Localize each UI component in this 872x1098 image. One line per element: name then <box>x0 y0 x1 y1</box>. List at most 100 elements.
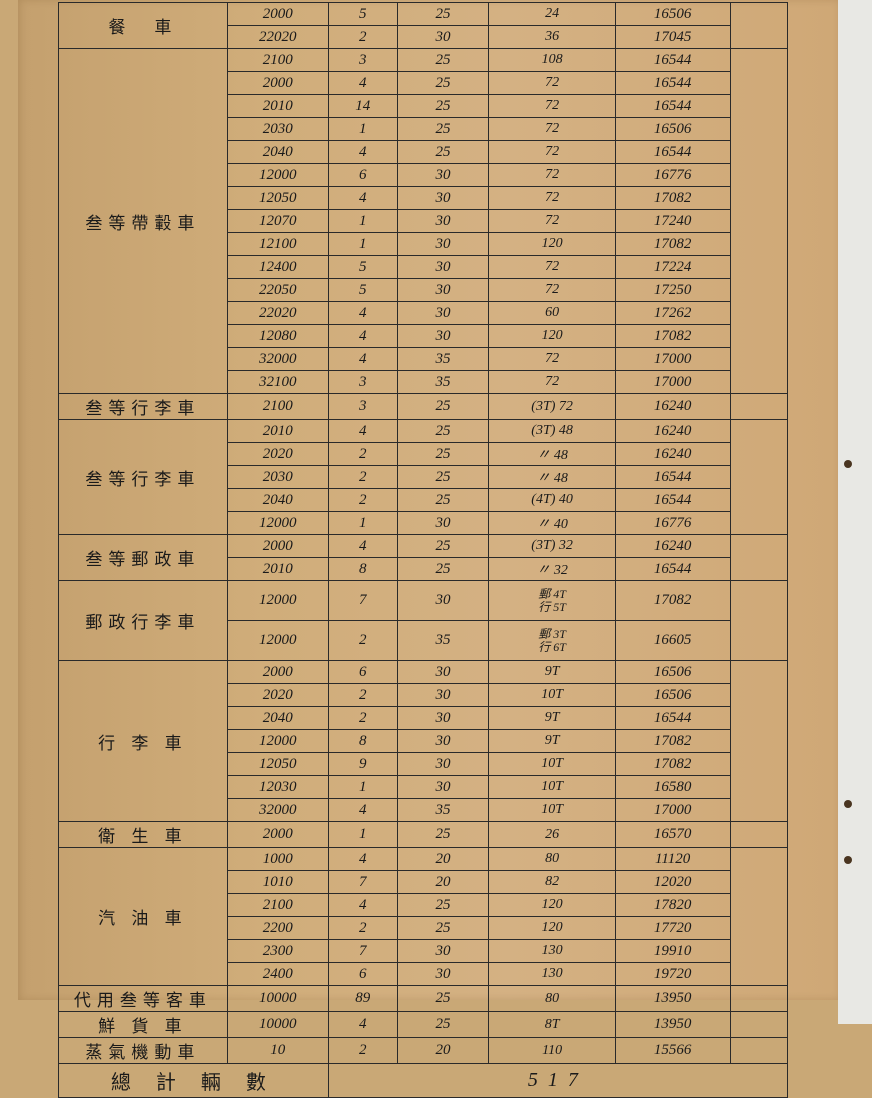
data-cell: 2010 <box>227 558 328 581</box>
data-cell: 4 <box>328 894 397 917</box>
data-cell: 12000 <box>227 730 328 753</box>
data-cell: 17082 <box>615 730 730 753</box>
binding-hole <box>844 856 852 864</box>
data-cell: 2010 <box>227 95 328 118</box>
data-cell: 16776 <box>615 512 730 535</box>
data-cell: 6 <box>328 963 397 986</box>
data-cell: 16544 <box>615 707 730 730</box>
data-cell: 10000 <box>227 986 328 1012</box>
data-cell: 30 <box>397 26 489 49</box>
category-cell: 叁等郵政車 <box>59 535 228 581</box>
data-cell: 16570 <box>615 822 730 848</box>
data-cell: 郵 3T行 6T <box>489 621 615 661</box>
data-cell: 30 <box>397 730 489 753</box>
data-cell: 16544 <box>615 141 730 164</box>
data-cell: 26 <box>489 822 615 848</box>
data-cell: 12100 <box>227 233 328 256</box>
data-cell: 4 <box>328 325 397 348</box>
data-cell: 16544 <box>615 558 730 581</box>
data-cell: 16506 <box>615 661 730 684</box>
data-cell: 〃 40 <box>489 512 615 535</box>
data-cell: 16544 <box>615 49 730 72</box>
blank-cell <box>730 535 787 581</box>
data-cell: 5 <box>328 256 397 279</box>
data-cell: 10T <box>489 684 615 707</box>
data-cell: 72 <box>489 141 615 164</box>
page-edge <box>838 0 872 1024</box>
data-cell: 11120 <box>615 848 730 871</box>
data-cell: 4 <box>328 799 397 822</box>
data-cell: 130 <box>489 963 615 986</box>
data-cell: 16544 <box>615 72 730 95</box>
data-cell: 30 <box>397 325 489 348</box>
data-cell: 72 <box>489 279 615 302</box>
data-cell: 8 <box>328 558 397 581</box>
data-cell: 72 <box>489 164 615 187</box>
data-cell: 2000 <box>227 822 328 848</box>
data-cell: 4 <box>328 187 397 210</box>
data-cell: 16776 <box>615 164 730 187</box>
data-cell: 25 <box>397 1012 489 1038</box>
data-cell: 3 <box>328 371 397 394</box>
data-cell: 30 <box>397 940 489 963</box>
data-cell: 17240 <box>615 210 730 233</box>
data-cell: 2100 <box>227 894 328 917</box>
category-cell: 叁等帶轂車 <box>59 49 228 394</box>
data-cell: 25 <box>397 535 489 558</box>
category-cell: 叁等行李車 <box>59 394 228 420</box>
data-cell: 30 <box>397 302 489 325</box>
data-cell: 72 <box>489 72 615 95</box>
category-cell: 郵政行李車 <box>59 581 228 661</box>
category-cell: 衛 生 車 <box>59 822 228 848</box>
data-cell: (3T) 72 <box>489 394 615 420</box>
data-cell: 1 <box>328 776 397 799</box>
data-cell: 30 <box>397 256 489 279</box>
data-cell: 30 <box>397 963 489 986</box>
data-cell: 2040 <box>227 141 328 164</box>
data-cell: 17224 <box>615 256 730 279</box>
data-cell: 〃 48 <box>489 466 615 489</box>
data-cell: 35 <box>397 799 489 822</box>
data-cell: 8T <box>489 1012 615 1038</box>
data-cell: 2000 <box>227 535 328 558</box>
data-cell: 82 <box>489 871 615 894</box>
data-cell: 2040 <box>227 489 328 512</box>
data-cell: 5 <box>328 3 397 26</box>
data-cell: 3 <box>328 394 397 420</box>
data-cell: (3T) 48 <box>489 420 615 443</box>
data-cell: 120 <box>489 233 615 256</box>
data-cell: 10T <box>489 799 615 822</box>
data-cell: 30 <box>397 233 489 256</box>
data-cell: 4 <box>328 848 397 871</box>
data-cell: 12050 <box>227 187 328 210</box>
category-cell: 餐 車 <box>59 3 228 49</box>
data-cell: 2000 <box>227 661 328 684</box>
data-cell: 10T <box>489 776 615 799</box>
data-cell: 72 <box>489 95 615 118</box>
data-cell: 30 <box>397 581 489 621</box>
data-cell: 16506 <box>615 684 730 707</box>
blank-cell <box>730 661 787 822</box>
data-cell: 17000 <box>615 371 730 394</box>
data-cell: 12030 <box>227 776 328 799</box>
data-cell: 72 <box>489 210 615 233</box>
data-cell: 72 <box>489 371 615 394</box>
data-cell: 17082 <box>615 233 730 256</box>
data-cell: 12080 <box>227 325 328 348</box>
data-cell: 36 <box>489 26 615 49</box>
data-cell: 25 <box>397 894 489 917</box>
data-cell: 9T <box>489 730 615 753</box>
data-cell: 13950 <box>615 1012 730 1038</box>
data-cell: 17720 <box>615 917 730 940</box>
data-cell: 16240 <box>615 420 730 443</box>
category-cell: 汽 油 車 <box>59 848 228 986</box>
data-cell: 16240 <box>615 535 730 558</box>
data-cell: 22050 <box>227 279 328 302</box>
data-cell: 7 <box>328 940 397 963</box>
data-cell: 2000 <box>227 3 328 26</box>
data-cell: 16506 <box>615 3 730 26</box>
data-cell: 20 <box>397 848 489 871</box>
data-cell: 72 <box>489 118 615 141</box>
data-cell: 72 <box>489 187 615 210</box>
data-cell: 16544 <box>615 95 730 118</box>
